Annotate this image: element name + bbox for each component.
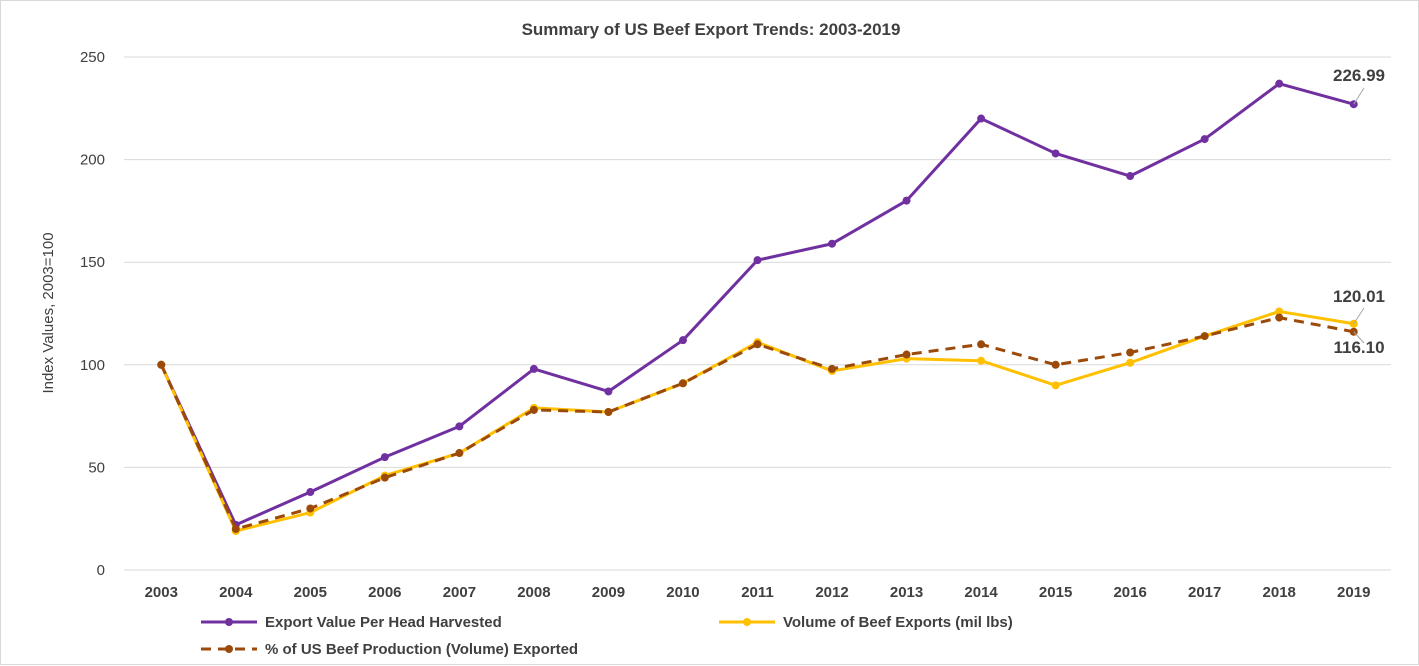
data-point — [977, 356, 986, 365]
data-point — [306, 488, 315, 497]
legend-swatch-marker — [743, 618, 751, 626]
series-lines — [157, 79, 1358, 536]
series-line — [159, 82, 1355, 527]
data-point — [604, 387, 613, 396]
gridlines — [124, 56, 1391, 571]
x-tick-label: 2006 — [368, 584, 401, 601]
legend-swatch-marker — [225, 645, 233, 653]
data-point — [1275, 307, 1284, 316]
data-point — [1200, 332, 1209, 341]
data-point — [455, 422, 464, 431]
data-point — [1051, 381, 1060, 390]
series-line — [159, 316, 1355, 531]
data-point — [1126, 358, 1135, 367]
data-point — [1275, 313, 1284, 322]
data-point — [380, 453, 389, 462]
data-point — [380, 473, 389, 482]
y-tick-label: 150 — [80, 254, 105, 271]
y-axis-ticks: 0 50 100 150 200 250 — [80, 49, 105, 579]
x-tick-label: 2019 — [1337, 584, 1370, 601]
x-tick-label: 2017 — [1188, 584, 1221, 601]
x-tick-label: 2009 — [592, 584, 625, 601]
data-label: 116.10 — [1333, 338, 1384, 357]
data-point — [753, 256, 762, 265]
data-point — [1051, 360, 1060, 369]
legend-label: Export Value Per Head Harvested — [265, 614, 502, 631]
data-point — [604, 407, 613, 416]
y-axis-label: Index Values, 2003=100 — [40, 232, 57, 393]
data-label: 226.99 — [1333, 66, 1385, 85]
data-point — [157, 360, 166, 369]
legend-label: % of US Beef Production (Volume) Exporte… — [265, 641, 578, 658]
legend-item: Export Value Per Head Harvested — [201, 614, 502, 631]
legend-item: Volume of Beef Exports (mil lbs) — [719, 614, 1013, 631]
data-point — [902, 196, 911, 205]
x-tick-label: 2016 — [1113, 584, 1146, 601]
data-labels: 226.99 120.01 116.10 — [1333, 66, 1385, 357]
legend-item: % of US Beef Production (Volume) Exporte… — [201, 641, 578, 658]
data-point — [828, 239, 837, 248]
x-tick-label: 2015 — [1039, 584, 1072, 601]
y-tick-label: 250 — [80, 49, 105, 66]
chart-title: Summary of US Beef Export Trends: 2003-2… — [522, 20, 901, 39]
data-point — [529, 364, 538, 373]
legend-label: Volume of Beef Exports (mil lbs) — [783, 614, 1013, 631]
data-point — [1126, 348, 1135, 357]
series-1 — [157, 79, 1358, 529]
data-point — [977, 340, 986, 349]
x-tick-label: 2007 — [443, 584, 476, 601]
x-tick-label: 2008 — [517, 584, 550, 601]
data-point — [902, 350, 911, 359]
series-3 — [157, 313, 1358, 533]
x-tick-label: 2018 — [1263, 584, 1296, 601]
data-point — [678, 336, 687, 345]
data-point — [678, 379, 687, 388]
y-tick-label: 100 — [80, 357, 105, 374]
data-point — [1126, 172, 1135, 181]
data-point — [1275, 79, 1284, 88]
data-point — [306, 504, 315, 513]
leader-line — [1353, 331, 1365, 344]
leader-line — [1353, 87, 1365, 105]
data-point — [231, 524, 240, 533]
legend: Export Value Per Head Harvested Volume of… — [201, 614, 1013, 658]
x-tick-label: 2004 — [219, 584, 253, 601]
x-tick-label: 2010 — [666, 584, 699, 601]
data-point — [1200, 135, 1209, 144]
x-tick-label: 2005 — [294, 584, 327, 601]
legend-swatch-marker — [225, 618, 233, 626]
y-tick-label: 200 — [80, 152, 105, 169]
x-tick-label: 2011 — [741, 584, 774, 601]
data-point — [455, 449, 464, 458]
x-tick-label: 2003 — [145, 584, 178, 601]
x-tick-label: 2013 — [890, 584, 923, 601]
leader-line — [1353, 307, 1365, 325]
data-label: 120.01 — [1333, 287, 1385, 306]
y-tick-label: 0 — [97, 562, 105, 579]
x-tick-label: 2012 — [815, 584, 848, 601]
y-tick-label: 50 — [88, 459, 105, 476]
data-point — [828, 364, 837, 373]
x-tick-label: 2014 — [964, 584, 998, 601]
x-axis-ticks: 2003 2004 2005 2006 2007 2008 2009 2010 2011 2012… — [145, 584, 1371, 601]
data-point — [977, 114, 986, 123]
data-point — [753, 340, 762, 349]
data-point — [1051, 149, 1060, 158]
data-point — [529, 405, 538, 414]
